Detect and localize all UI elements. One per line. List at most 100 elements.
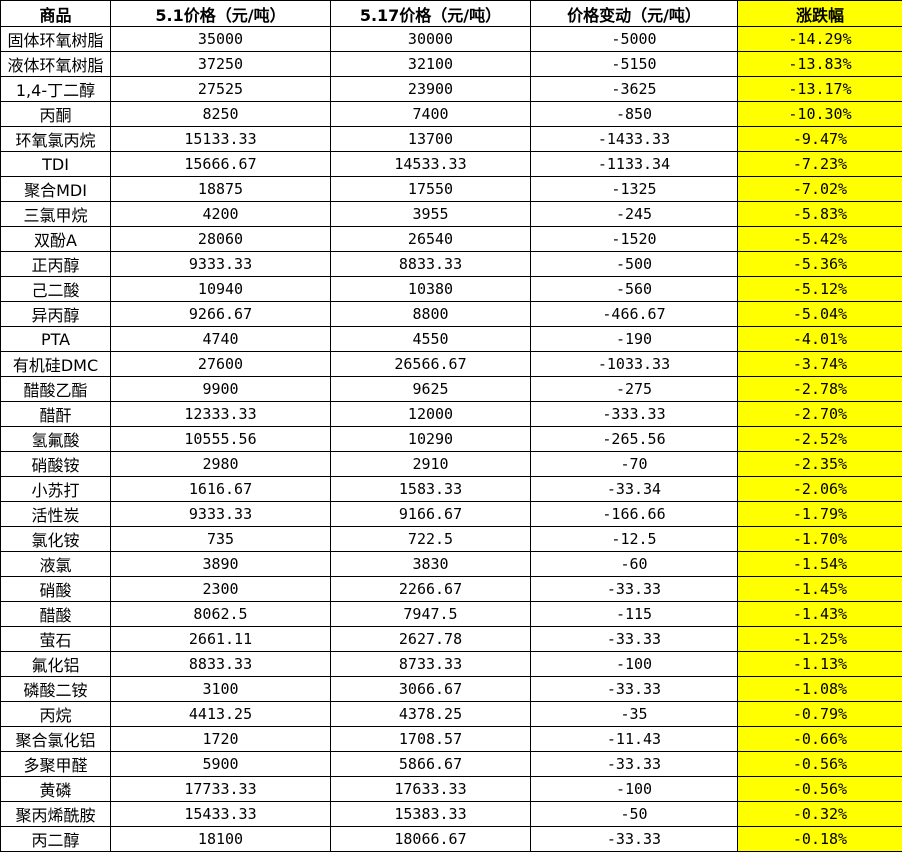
value-cell: 8800 — [331, 302, 531, 327]
value-cell: 1583.33 — [331, 477, 531, 502]
product-cell: 双酚A — [1, 227, 111, 252]
value-cell: -60 — [531, 552, 738, 577]
value-cell: -5.42% — [738, 227, 902, 252]
value-cell: -333.33 — [531, 402, 738, 427]
value-cell: -5000 — [531, 27, 738, 52]
value-cell: 27525 — [111, 77, 331, 102]
product-cell: 1,4-丁二醇 — [1, 77, 111, 102]
value-cell: 9333.33 — [111, 252, 331, 277]
value-cell: 8833.33 — [331, 252, 531, 277]
value-cell: -166.66 — [531, 502, 738, 527]
product-cell: 硝酸 — [1, 577, 111, 602]
header-cell: 5.17价格（元/吨） — [331, 1, 531, 27]
product-cell: PTA — [1, 327, 111, 352]
value-cell: -14.29% — [738, 27, 902, 52]
product-cell: 己二酸 — [1, 277, 111, 302]
product-cell: 醋酸 — [1, 602, 111, 627]
value-cell: -35 — [531, 702, 738, 727]
product-cell: 聚合氯化铝 — [1, 727, 111, 752]
value-cell: 735 — [111, 527, 331, 552]
value-cell: 15383.33 — [331, 802, 531, 827]
product-cell: 丙酮 — [1, 102, 111, 127]
value-cell: -10.30% — [738, 102, 902, 127]
value-cell: -5.36% — [738, 252, 902, 277]
value-cell: 14533.33 — [331, 152, 531, 177]
value-cell: -7.02% — [738, 177, 902, 202]
value-cell: 8733.33 — [331, 652, 531, 677]
value-cell: 1616.67 — [111, 477, 331, 502]
value-cell: 8062.5 — [111, 602, 331, 627]
value-cell: -265.56 — [531, 427, 738, 452]
product-cell: 小苏打 — [1, 477, 111, 502]
value-cell: 18875 — [111, 177, 331, 202]
value-cell: 30000 — [331, 27, 531, 52]
product-cell: 活性炭 — [1, 502, 111, 527]
value-cell: 10380 — [331, 277, 531, 302]
value-cell: 3955 — [331, 202, 531, 227]
value-cell: 9166.67 — [331, 502, 531, 527]
value-cell: -850 — [531, 102, 738, 127]
value-cell: -33.33 — [531, 627, 738, 652]
product-cell: 萤石 — [1, 627, 111, 652]
value-cell: -1.25% — [738, 627, 902, 652]
product-cell: 硝酸铵 — [1, 452, 111, 477]
value-cell: -13.83% — [738, 52, 902, 77]
value-cell: 3100 — [111, 677, 331, 702]
value-cell: 4740 — [111, 327, 331, 352]
value-cell: -100 — [531, 652, 738, 677]
value-cell: 3830 — [331, 552, 531, 577]
value-cell: -33.33 — [531, 677, 738, 702]
value-cell: 2661.11 — [111, 627, 331, 652]
value-cell: -245 — [531, 202, 738, 227]
value-cell: 28060 — [111, 227, 331, 252]
value-cell: 17550 — [331, 177, 531, 202]
product-cell: 液体环氧树脂 — [1, 52, 111, 77]
product-cell: 氢氟酸 — [1, 427, 111, 452]
value-cell: -1.43% — [738, 602, 902, 627]
value-cell: 26540 — [331, 227, 531, 252]
product-cell: 磷酸二铵 — [1, 677, 111, 702]
value-cell: 27600 — [111, 352, 331, 377]
product-cell: 氟化铝 — [1, 652, 111, 677]
header-cell: 涨跌幅 — [738, 1, 902, 27]
value-cell: 1708.57 — [331, 727, 531, 752]
product-cell: 多聚甲醛 — [1, 752, 111, 777]
value-cell: -11.43 — [531, 727, 738, 752]
value-cell: 15666.67 — [111, 152, 331, 177]
value-cell: 12000 — [331, 402, 531, 427]
value-cell: -5150 — [531, 52, 738, 77]
value-cell: 35000 — [111, 27, 331, 52]
product-cell: 醋酸乙酯 — [1, 377, 111, 402]
value-cell: -5.12% — [738, 277, 902, 302]
product-cell: 丙二醇 — [1, 827, 111, 852]
product-cell: 环氧氯丙烷 — [1, 127, 111, 152]
value-cell: -1520 — [531, 227, 738, 252]
value-cell: -2.52% — [738, 427, 902, 452]
value-cell: -0.66% — [738, 727, 902, 752]
value-cell: 9266.67 — [111, 302, 331, 327]
value-cell: 722.5 — [331, 527, 531, 552]
value-cell: 7400 — [331, 102, 531, 127]
value-cell: -3.74% — [738, 352, 902, 377]
value-cell: 7947.5 — [331, 602, 531, 627]
